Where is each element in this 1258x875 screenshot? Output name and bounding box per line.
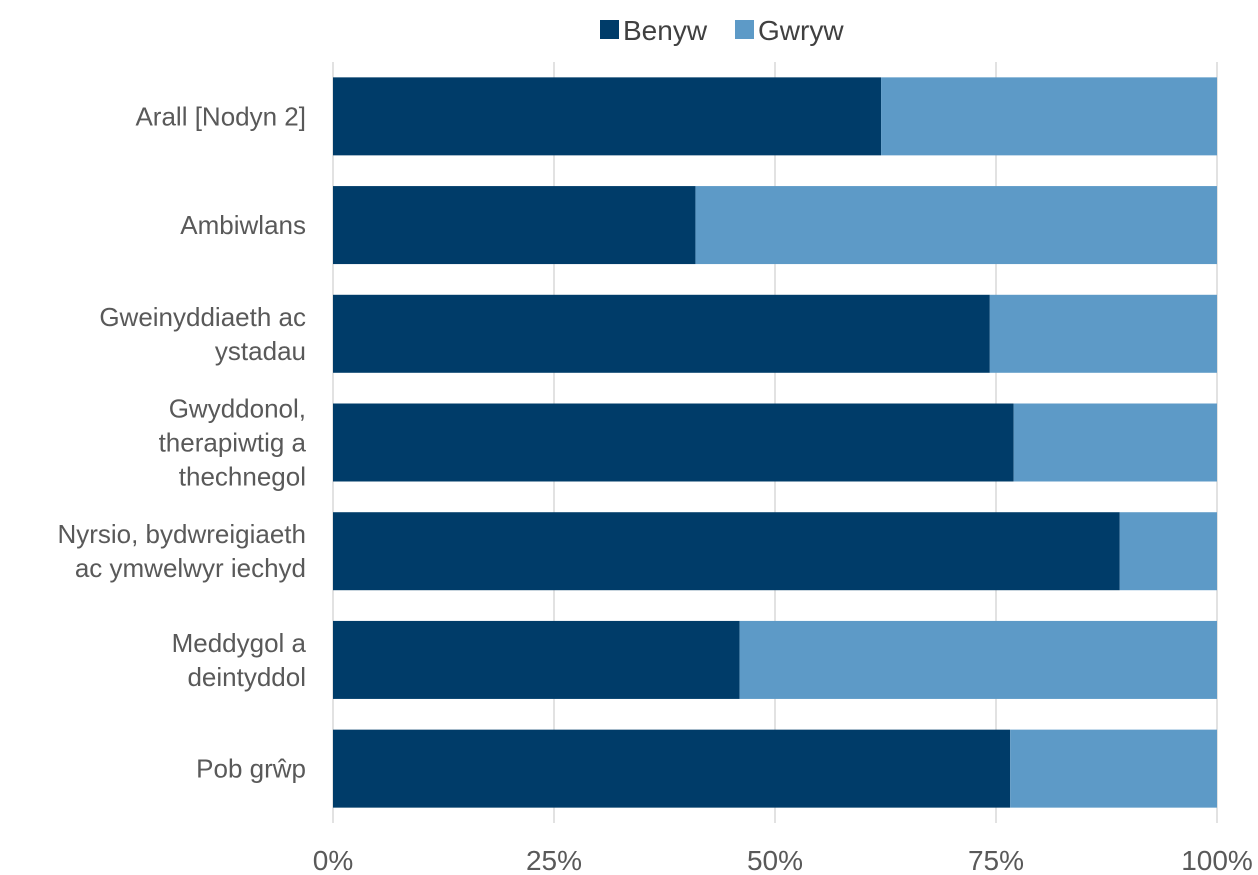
bar-segment <box>333 512 1120 591</box>
category-label: Meddygol a deintyddol <box>172 628 307 692</box>
bar-segment <box>1010 729 1217 808</box>
bar-segment <box>881 77 1217 156</box>
legend-label: Benyw <box>623 15 708 46</box>
bar-segment <box>695 186 1217 265</box>
category-label: Nyrsio, bydwreigiaeth ac ymwelwyr iechyd <box>57 519 306 583</box>
category-label: Gweinyddiaeth ac ystadau <box>99 302 306 366</box>
bar-segment <box>333 294 990 373</box>
legend-label: Gwryw <box>758 15 844 46</box>
bar-segment <box>333 403 1014 482</box>
legend-swatch <box>735 20 754 39</box>
legend-item-benyw: Benyw <box>600 15 708 46</box>
x-tick-label: 75% <box>968 845 1024 875</box>
bar-segment <box>333 77 882 156</box>
x-tick-label: 50% <box>747 845 803 875</box>
bar-segment <box>1013 403 1217 482</box>
bar-segment <box>1119 512 1217 591</box>
category-label: Gwyddonol, therapiwtig a thechnegol <box>159 394 307 492</box>
x-tick-label: 25% <box>526 845 582 875</box>
bar-segment <box>739 620 1217 699</box>
bar-segment <box>333 729 1011 808</box>
x-axis-ticks: 0% 25% 50% 75% 100% <box>313 845 1253 875</box>
legend: Benyw Gwryw <box>600 15 844 46</box>
bars <box>333 77 1217 808</box>
bar-segment <box>989 294 1217 373</box>
bar-segment <box>333 620 740 699</box>
x-tick-label: 0% <box>313 845 353 875</box>
category-labels: Arall [Nodyn 2] Ambiwlans Gweinyddiaeth ac… <box>57 101 306 783</box>
legend-swatch <box>600 20 619 39</box>
category-label: Arall [Nodyn 2] <box>135 101 306 131</box>
category-label: Pob grŵp <box>196 754 306 784</box>
x-tick-label: 100% <box>1181 845 1253 875</box>
legend-item-gwryw: Gwryw <box>735 15 844 46</box>
category-label: Ambiwlans <box>180 210 306 240</box>
bar-segment <box>333 186 696 265</box>
